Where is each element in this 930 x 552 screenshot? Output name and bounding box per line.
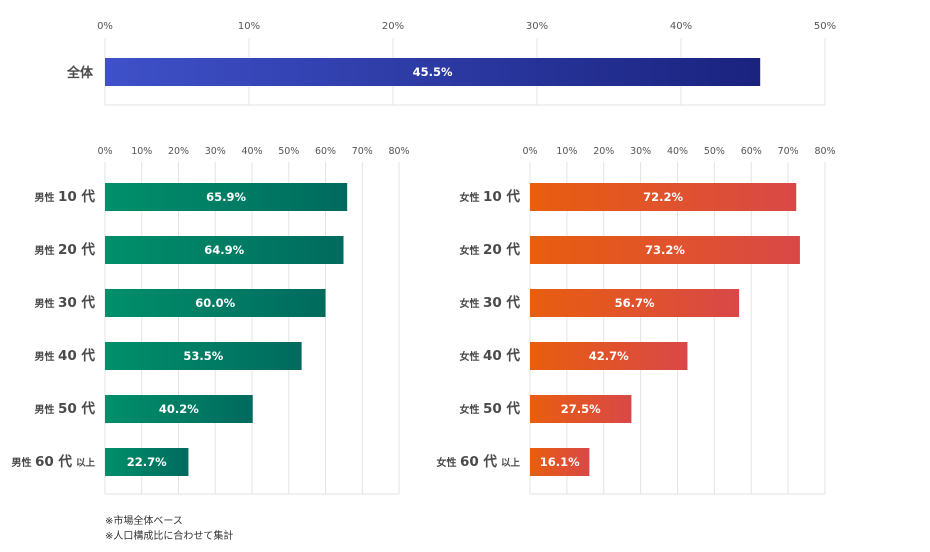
category-gender: 男性 — [35, 191, 58, 204]
category-gender: 女性 — [460, 350, 483, 363]
category-age: 10 代 — [58, 188, 95, 205]
male-category-label: 男性 30 代 — [35, 294, 96, 311]
category-age: 30 代 — [483, 294, 520, 311]
female-x-tick-label: 20% — [593, 146, 614, 157]
female-x-tick-label: 0% — [522, 146, 537, 157]
overall-bar — [105, 58, 761, 86]
category-gender: 男性 — [35, 244, 58, 257]
male-bar-value-label: 22.7% — [127, 455, 167, 469]
female-category-label: 女性 50 代 — [460, 400, 521, 417]
male-bar-value-label: 65.9% — [206, 190, 246, 204]
male-x-tick-label: 80% — [388, 146, 409, 157]
overall-x-tick-label: 50% — [814, 21, 836, 32]
female-x-tick-label: 50% — [704, 146, 725, 157]
female-bar — [530, 183, 797, 211]
category-suffix: 以上 — [501, 457, 521, 469]
overall-category-label: 全体 — [66, 65, 94, 81]
female-bar-value-label: 73.2% — [645, 243, 685, 257]
male-chart: 0% 10% 20% 30% 40% 50% 60% 70% 80% 65.9% 男性 10 代 64… — [12, 146, 410, 495]
overall-chart: 0% 10% 20% 30% 40% 50% 45.5% 全体 — [66, 21, 836, 106]
male-x-tick-label: 50% — [278, 146, 299, 157]
category-gender: 男性 — [35, 350, 58, 363]
overall-bar-value-label: 45.5% — [413, 65, 453, 79]
category-age: 60 代 — [460, 453, 497, 470]
overall-x-tick-label: 40% — [670, 21, 692, 32]
male-category-label: 男性 40 代 — [35, 347, 96, 364]
female-bar — [530, 448, 590, 476]
female-x-tick-label: 80% — [814, 146, 835, 157]
female-category-label: 女性 60 代以上 — [437, 453, 521, 470]
female-category-label: 女性 40 代 — [460, 347, 521, 364]
category-age: 60 代 — [35, 453, 72, 470]
male-x-tick-label: 60% — [315, 146, 336, 157]
male-bar-value-label: 53.5% — [183, 349, 223, 363]
male-bar-value-label: 64.9% — [204, 243, 244, 257]
male-x-tick-label: 70% — [352, 146, 373, 157]
overall-x-tick-label: 0% — [97, 21, 113, 32]
category-gender: 男性 — [12, 456, 35, 469]
female-x-tick-label: 10% — [556, 146, 577, 157]
category-age: 20 代 — [58, 241, 95, 258]
male-category-label: 男性 10 代 — [35, 188, 96, 205]
male-x-tick-label: 0% — [97, 146, 112, 157]
category-age: 50 代 — [58, 400, 95, 417]
female-chart: 0% 10% 20% 30% 40% 50% 60% 70% 80% 72.2% 女性 10 代 73… — [437, 146, 836, 495]
male-bar — [105, 183, 348, 211]
category-gender: 女性 — [460, 297, 483, 310]
male-bar — [105, 342, 302, 370]
female-x-tick-label: 30% — [630, 146, 651, 157]
male-x-tick-label: 10% — [131, 146, 152, 157]
male-bar — [105, 236, 344, 264]
male-category-label: 男性 50 代 — [35, 400, 96, 417]
female-bar — [530, 289, 740, 317]
female-x-tick-label: 60% — [741, 146, 762, 157]
overall-x-tick-label: 10% — [238, 21, 260, 32]
male-x-tick-label: 40% — [241, 146, 262, 157]
overall-x-tick-label: 30% — [526, 21, 548, 32]
category-age: 30 代 — [58, 294, 95, 311]
note-population-ratio: ※人口構成比に合わせて集計 — [105, 531, 234, 542]
female-category-label: 女性 20 代 — [460, 241, 521, 258]
male-bar — [105, 448, 189, 476]
male-category-label: 男性 60 代以上 — [12, 453, 96, 470]
female-bar-value-label: 16.1% — [540, 455, 580, 469]
category-age: 40 代 — [483, 347, 520, 364]
female-bar-value-label: 72.2% — [643, 190, 683, 204]
category-suffix: 以上 — [76, 457, 96, 469]
category-age: 50 代 — [483, 400, 520, 417]
overall-x-tick-label: 20% — [382, 21, 404, 32]
category-gender: 男性 — [35, 297, 58, 310]
category-age: 20 代 — [483, 241, 520, 258]
note-market-base: ※市場全体ベース — [105, 516, 183, 527]
male-bar-value-label: 40.2% — [159, 402, 199, 416]
female-category-label: 女性 30 代 — [460, 294, 521, 311]
male-x-tick-label: 30% — [205, 146, 226, 157]
category-gender: 女性 — [437, 456, 460, 469]
female-bar — [530, 395, 632, 423]
female-bar-value-label: 56.7% — [615, 296, 655, 310]
male-bar — [105, 289, 326, 317]
female-x-tick-label: 40% — [667, 146, 688, 157]
category-gender: 女性 — [460, 191, 483, 204]
female-bar-value-label: 42.7% — [589, 349, 629, 363]
female-category-label: 女性 10 代 — [460, 188, 521, 205]
male-bar — [105, 395, 253, 423]
female-bar-value-label: 27.5% — [561, 402, 601, 416]
male-x-tick-label: 20% — [168, 146, 189, 157]
male-bar-value-label: 60.0% — [195, 296, 235, 310]
category-gender: 男性 — [35, 403, 58, 416]
category-age: 10 代 — [483, 188, 520, 205]
female-bar — [530, 342, 688, 370]
male-category-label: 男性 20 代 — [35, 241, 96, 258]
category-age: 40 代 — [58, 347, 95, 364]
category-gender: 女性 — [460, 403, 483, 416]
category-gender: 女性 — [460, 244, 483, 257]
female-bar — [530, 236, 800, 264]
female-x-tick-label: 70% — [778, 146, 799, 157]
